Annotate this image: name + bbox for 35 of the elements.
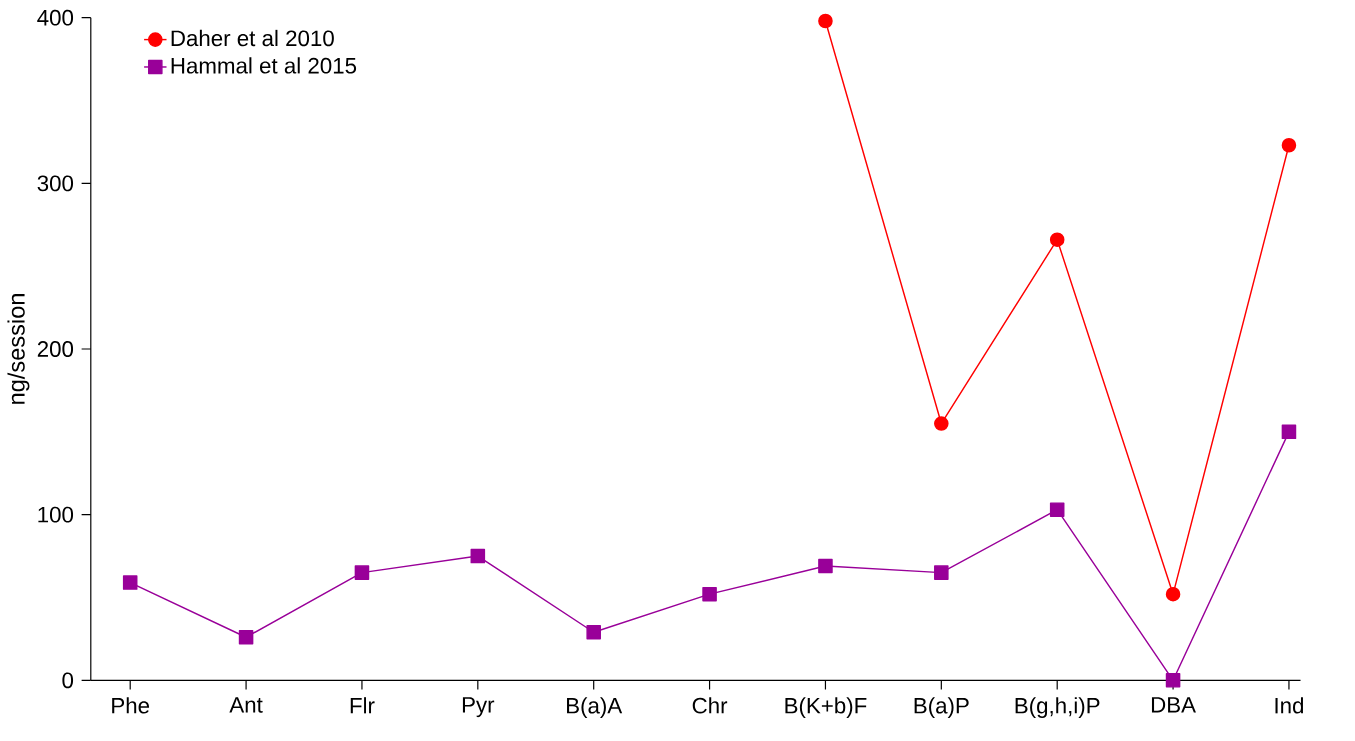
y-tick-label: 200 <box>37 340 74 357</box>
y-tick-label: 400 <box>37 9 74 26</box>
y-tick-label: 100 <box>38 506 74 523</box>
point <box>354 565 370 580</box>
point <box>818 558 833 574</box>
x-tick-label: B(a)A <box>567 697 623 718</box>
x-tick-label: Flr <box>350 697 375 714</box>
point <box>1281 137 1297 153</box>
x-tick-label: Ind <box>1275 697 1304 714</box>
point <box>1049 232 1065 247</box>
legend-label: Hammal et al 2015 <box>171 57 357 74</box>
y-tick-label: 300 <box>37 175 74 192</box>
point <box>1165 672 1181 688</box>
x-tick-label: B(K+b)F <box>785 697 867 718</box>
point <box>1281 424 1297 439</box>
legend-label: Daher et al 2010 <box>171 29 334 47</box>
x-tick-label: Phe <box>112 697 150 714</box>
point <box>1049 502 1065 517</box>
point <box>702 586 717 602</box>
point <box>470 548 486 564</box>
point <box>818 13 833 29</box>
x-tick-label: B(a)P <box>914 697 969 718</box>
point <box>1165 586 1181 602</box>
y-tick-label: 0 <box>62 672 74 689</box>
y-axis-title: ng/session <box>7 293 30 404</box>
x-tick-label: B(g,h,i)P <box>1015 697 1100 718</box>
x-tick-label: Chr <box>692 697 728 714</box>
point <box>934 416 949 431</box>
x-tick-label: Pyr <box>462 697 495 717</box>
x-tick-label: DBA <box>1151 697 1196 713</box>
point <box>122 575 138 590</box>
point <box>586 624 601 640</box>
point <box>238 629 254 645</box>
point <box>934 565 949 580</box>
x-tick-label: Ant <box>229 697 263 713</box>
